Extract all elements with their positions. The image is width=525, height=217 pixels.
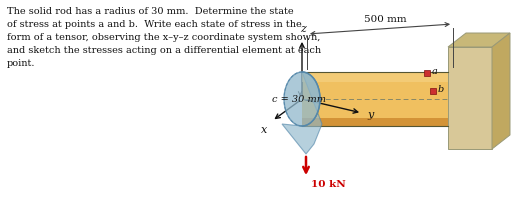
Polygon shape (302, 72, 448, 82)
Text: z: z (300, 24, 306, 34)
Polygon shape (302, 118, 448, 126)
Text: 10 kN: 10 kN (311, 180, 346, 189)
Polygon shape (492, 33, 510, 149)
Ellipse shape (284, 72, 320, 126)
Text: The solid rod has a radius of 30 mm.  Determine the state: The solid rod has a radius of 30 mm. Det… (7, 7, 293, 16)
Text: point.: point. (7, 59, 36, 68)
Polygon shape (430, 88, 436, 94)
Text: of stress at points a and b.  Write each state of stress in the: of stress at points a and b. Write each … (7, 20, 302, 29)
Text: 500 mm: 500 mm (364, 15, 406, 24)
Polygon shape (302, 72, 448, 126)
Text: form of a tensor, observing the x–y–z coordinate system shown,: form of a tensor, observing the x–y–z co… (7, 33, 320, 42)
Polygon shape (448, 33, 510, 47)
Text: and sketch the stresses acting on a differential element at each: and sketch the stresses acting on a diff… (7, 46, 321, 55)
Text: c = 30 mm: c = 30 mm (272, 94, 326, 104)
Text: y: y (367, 110, 373, 120)
Polygon shape (282, 72, 322, 154)
Text: x: x (261, 125, 267, 135)
Polygon shape (448, 47, 492, 149)
Text: b: b (438, 85, 444, 94)
Text: a: a (432, 67, 438, 77)
Polygon shape (424, 70, 430, 76)
